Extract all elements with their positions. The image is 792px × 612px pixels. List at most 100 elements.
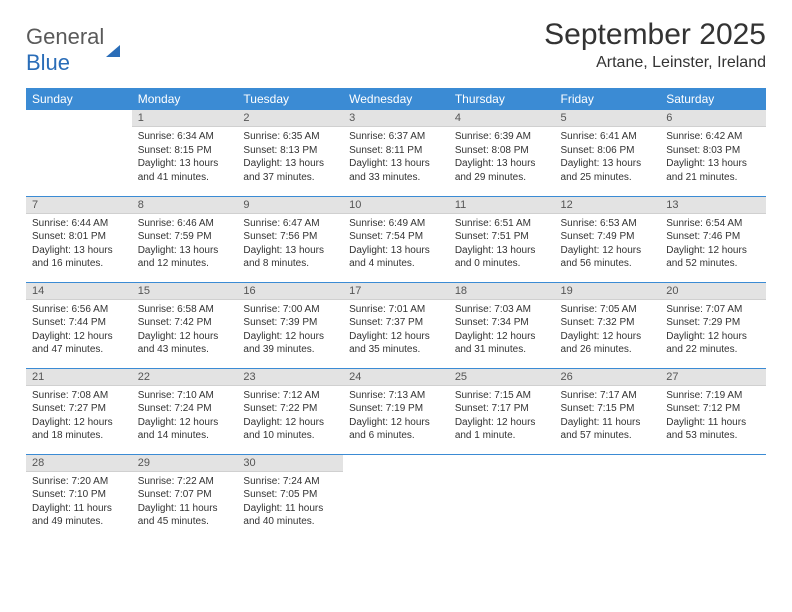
day-number: 17 bbox=[343, 283, 449, 300]
calendar-day-cell: 5Sunrise: 6:41 AMSunset: 8:06 PMDaylight… bbox=[555, 110, 661, 196]
calendar-week-row: 14Sunrise: 6:56 AMSunset: 7:44 PMDayligh… bbox=[26, 282, 766, 368]
daylight-text: Daylight: 11 hours and 49 minutes. bbox=[32, 502, 126, 529]
day-number: 14 bbox=[26, 283, 132, 300]
sunrise-text: Sunrise: 7:07 AM bbox=[666, 303, 760, 317]
daylight-text: Daylight: 12 hours and 18 minutes. bbox=[32, 416, 126, 443]
calendar-day-cell bbox=[26, 110, 132, 196]
sunset-text: Sunset: 7:56 PM bbox=[243, 230, 337, 244]
sunset-text: Sunset: 7:51 PM bbox=[455, 230, 549, 244]
daylight-text: Daylight: 12 hours and 43 minutes. bbox=[138, 330, 232, 357]
day-details: Sunrise: 6:35 AMSunset: 8:13 PMDaylight:… bbox=[237, 127, 343, 188]
logo-triangle-icon bbox=[106, 20, 120, 57]
sunrise-text: Sunrise: 7:20 AM bbox=[32, 475, 126, 489]
sunrise-text: Sunrise: 6:44 AM bbox=[32, 217, 126, 231]
weekday-header: Saturday bbox=[660, 88, 766, 110]
sunset-text: Sunset: 8:08 PM bbox=[455, 144, 549, 158]
sunset-text: Sunset: 7:39 PM bbox=[243, 316, 337, 330]
sunrise-text: Sunrise: 6:54 AM bbox=[666, 217, 760, 231]
calendar-day-cell: 30Sunrise: 7:24 AMSunset: 7:05 PMDayligh… bbox=[237, 454, 343, 540]
sunrise-text: Sunrise: 7:17 AM bbox=[561, 389, 655, 403]
day-details: Sunrise: 6:56 AMSunset: 7:44 PMDaylight:… bbox=[26, 300, 132, 361]
sunset-text: Sunset: 8:06 PM bbox=[561, 144, 655, 158]
day-details: Sunrise: 7:17 AMSunset: 7:15 PMDaylight:… bbox=[555, 386, 661, 447]
day-details: Sunrise: 6:42 AMSunset: 8:03 PMDaylight:… bbox=[660, 127, 766, 188]
calendar-day-cell: 9Sunrise: 6:47 AMSunset: 7:56 PMDaylight… bbox=[237, 196, 343, 282]
day-number: 16 bbox=[237, 283, 343, 300]
day-details: Sunrise: 7:01 AMSunset: 7:37 PMDaylight:… bbox=[343, 300, 449, 361]
day-details: Sunrise: 6:34 AMSunset: 8:15 PMDaylight:… bbox=[132, 127, 238, 188]
sunset-text: Sunset: 8:11 PM bbox=[349, 144, 443, 158]
logo: General Blue bbox=[26, 18, 120, 76]
day-details: Sunrise: 6:39 AMSunset: 8:08 PMDaylight:… bbox=[449, 127, 555, 188]
sunrise-text: Sunrise: 6:58 AM bbox=[138, 303, 232, 317]
weekday-header: Monday bbox=[132, 88, 238, 110]
day-number: 24 bbox=[343, 369, 449, 386]
calendar-body: 1Sunrise: 6:34 AMSunset: 8:15 PMDaylight… bbox=[26, 110, 766, 540]
sunrise-text: Sunrise: 6:37 AM bbox=[349, 130, 443, 144]
day-number: 1 bbox=[132, 110, 238, 127]
sunset-text: Sunset: 7:49 PM bbox=[561, 230, 655, 244]
day-number: 22 bbox=[132, 369, 238, 386]
calendar-day-cell: 2Sunrise: 6:35 AMSunset: 8:13 PMDaylight… bbox=[237, 110, 343, 196]
day-number: 15 bbox=[132, 283, 238, 300]
day-details: Sunrise: 7:22 AMSunset: 7:07 PMDaylight:… bbox=[132, 472, 238, 533]
day-number: 26 bbox=[555, 369, 661, 386]
calendar-day-cell: 16Sunrise: 7:00 AMSunset: 7:39 PMDayligh… bbox=[237, 282, 343, 368]
day-number: 2 bbox=[237, 110, 343, 127]
day-details: Sunrise: 6:54 AMSunset: 7:46 PMDaylight:… bbox=[660, 214, 766, 275]
calendar-day-cell: 18Sunrise: 7:03 AMSunset: 7:34 PMDayligh… bbox=[449, 282, 555, 368]
daylight-text: Daylight: 13 hours and 12 minutes. bbox=[138, 244, 232, 271]
day-number: 28 bbox=[26, 455, 132, 472]
calendar-week-row: 7Sunrise: 6:44 AMSunset: 8:01 PMDaylight… bbox=[26, 196, 766, 282]
calendar-day-cell: 13Sunrise: 6:54 AMSunset: 7:46 PMDayligh… bbox=[660, 196, 766, 282]
daylight-text: Daylight: 12 hours and 22 minutes. bbox=[666, 330, 760, 357]
day-number: 27 bbox=[660, 369, 766, 386]
weekday-header: Sunday bbox=[26, 88, 132, 110]
sunrise-text: Sunrise: 6:39 AM bbox=[455, 130, 549, 144]
calendar-day-cell: 26Sunrise: 7:17 AMSunset: 7:15 PMDayligh… bbox=[555, 368, 661, 454]
day-details: Sunrise: 7:12 AMSunset: 7:22 PMDaylight:… bbox=[237, 386, 343, 447]
day-details: Sunrise: 6:49 AMSunset: 7:54 PMDaylight:… bbox=[343, 214, 449, 275]
day-number: 6 bbox=[660, 110, 766, 127]
calendar-day-cell: 29Sunrise: 7:22 AMSunset: 7:07 PMDayligh… bbox=[132, 454, 238, 540]
calendar-day-cell: 25Sunrise: 7:15 AMSunset: 7:17 PMDayligh… bbox=[449, 368, 555, 454]
day-details: Sunrise: 7:20 AMSunset: 7:10 PMDaylight:… bbox=[26, 472, 132, 533]
day-number: 4 bbox=[449, 110, 555, 127]
day-number: 13 bbox=[660, 197, 766, 214]
day-details: Sunrise: 6:51 AMSunset: 7:51 PMDaylight:… bbox=[449, 214, 555, 275]
calendar-week-row: 21Sunrise: 7:08 AMSunset: 7:27 PMDayligh… bbox=[26, 368, 766, 454]
daylight-text: Daylight: 11 hours and 53 minutes. bbox=[666, 416, 760, 443]
day-details: Sunrise: 6:37 AMSunset: 8:11 PMDaylight:… bbox=[343, 127, 449, 188]
sunrise-text: Sunrise: 6:49 AM bbox=[349, 217, 443, 231]
daylight-text: Daylight: 12 hours and 56 minutes. bbox=[561, 244, 655, 271]
sunset-text: Sunset: 8:01 PM bbox=[32, 230, 126, 244]
sunrise-text: Sunrise: 6:34 AM bbox=[138, 130, 232, 144]
title-block: September 2025 Artane, Leinster, Ireland bbox=[544, 18, 766, 72]
day-number: 19 bbox=[555, 283, 661, 300]
day-details: Sunrise: 6:58 AMSunset: 7:42 PMDaylight:… bbox=[132, 300, 238, 361]
calendar-day-cell bbox=[555, 454, 661, 540]
calendar-day-cell: 28Sunrise: 7:20 AMSunset: 7:10 PMDayligh… bbox=[26, 454, 132, 540]
sunset-text: Sunset: 7:12 PM bbox=[666, 402, 760, 416]
daylight-text: Daylight: 13 hours and 4 minutes. bbox=[349, 244, 443, 271]
daylight-text: Daylight: 13 hours and 37 minutes. bbox=[243, 157, 337, 184]
daylight-text: Daylight: 13 hours and 21 minutes. bbox=[666, 157, 760, 184]
sunrise-text: Sunrise: 7:13 AM bbox=[349, 389, 443, 403]
daylight-text: Daylight: 11 hours and 57 minutes. bbox=[561, 416, 655, 443]
sunset-text: Sunset: 7:59 PM bbox=[138, 230, 232, 244]
sunrise-text: Sunrise: 7:00 AM bbox=[243, 303, 337, 317]
day-number: 8 bbox=[132, 197, 238, 214]
sunset-text: Sunset: 7:34 PM bbox=[455, 316, 549, 330]
calendar-day-cell: 10Sunrise: 6:49 AMSunset: 7:54 PMDayligh… bbox=[343, 196, 449, 282]
day-details: Sunrise: 7:10 AMSunset: 7:24 PMDaylight:… bbox=[132, 386, 238, 447]
sunrise-text: Sunrise: 7:12 AM bbox=[243, 389, 337, 403]
sunrise-text: Sunrise: 7:15 AM bbox=[455, 389, 549, 403]
daylight-text: Daylight: 12 hours and 10 minutes. bbox=[243, 416, 337, 443]
day-details: Sunrise: 7:05 AMSunset: 7:32 PMDaylight:… bbox=[555, 300, 661, 361]
day-number: 5 bbox=[555, 110, 661, 127]
daylight-text: Daylight: 13 hours and 16 minutes. bbox=[32, 244, 126, 271]
sunrise-text: Sunrise: 6:35 AM bbox=[243, 130, 337, 144]
month-title: September 2025 bbox=[544, 18, 766, 52]
header: General Blue September 2025 Artane, Lein… bbox=[26, 18, 766, 76]
weekday-header: Wednesday bbox=[343, 88, 449, 110]
